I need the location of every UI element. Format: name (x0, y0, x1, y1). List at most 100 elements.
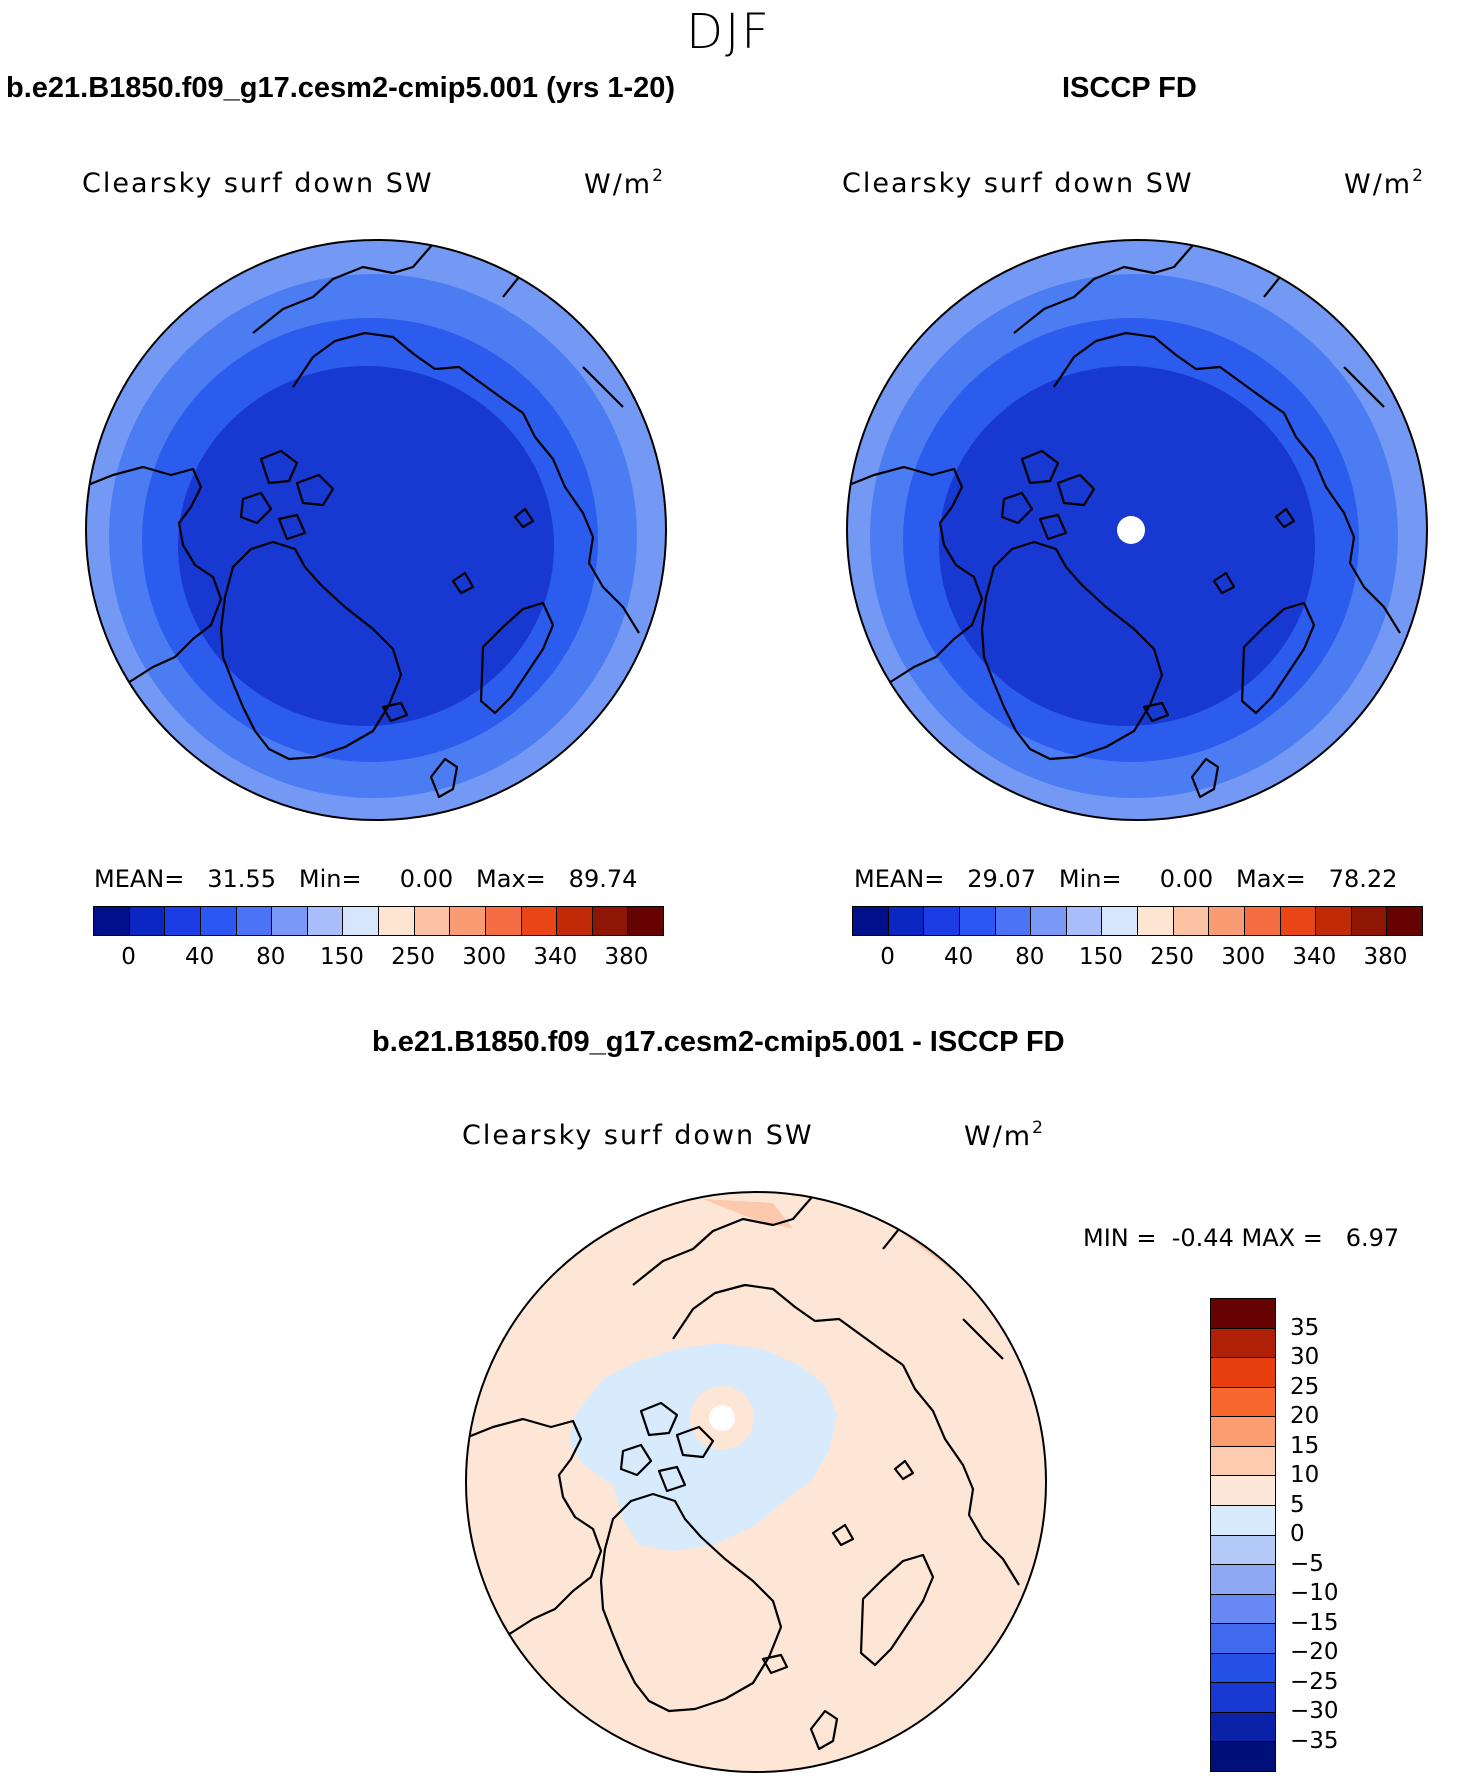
colorbar-tick-label: 20 (1290, 1403, 1320, 1429)
colorbar-swatch (1211, 1417, 1275, 1447)
diff-colorbar-ticks: 35 30 25 20 15 10 5 0 −5 −10 −15 −20 −25 −30 −35 (1290, 1298, 1370, 1770)
colorbar-swatch (1280, 907, 1317, 935)
panel2-max-label: Max= (1236, 865, 1306, 893)
panel1-coastline (277, 513, 307, 541)
panel2-coastline (1013, 240, 1201, 334)
colorbar-swatch (94, 907, 130, 935)
colorbar-swatch (1211, 1535, 1275, 1566)
panel2-coastline (847, 465, 984, 708)
colorbar-swatch (485, 907, 522, 935)
colorbar-swatch (1211, 1358, 1275, 1388)
diff-coastline (619, 1443, 653, 1477)
diff-field (466, 1192, 1046, 1772)
colorbar-tick-label: 15 (1290, 1432, 1320, 1459)
panel1-stats: MEAN= 31.55 Min= 0.00 Max= 89.74 (94, 865, 637, 893)
colorbar-swatch (307, 907, 344, 935)
colorbar-swatch (343, 907, 379, 935)
diff-coastline (466, 1417, 603, 1660)
panel2-min-value: 0.00 (1159, 865, 1214, 893)
panel1-map-border (85, 239, 667, 821)
colorbar-tick-label: 250 (1150, 944, 1195, 970)
colorbar-tick-label: 25 (1290, 1373, 1320, 1400)
colorbar-swatch (1211, 1683, 1275, 1713)
panel1-min-label: Min= (298, 865, 362, 893)
colorbar-tick-label: 0 (1290, 1521, 1305, 1547)
diff-min-value: -0.44 (1171, 1224, 1234, 1252)
diff-coastlines (466, 1192, 1020, 1751)
panel1-coastline (381, 701, 409, 723)
panel2-coastline (1190, 757, 1220, 799)
diff-missing-pole (709, 1405, 735, 1431)
diff-coastline (639, 1401, 679, 1437)
panel1-coastline (292, 331, 524, 414)
colorbar-swatch (888, 907, 925, 935)
panel2-missing-pole (1117, 516, 1145, 544)
colorbar-tick-label: 340 (1292, 944, 1337, 970)
diff-coastline (599, 1492, 783, 1713)
panel2-coastline (1274, 507, 1296, 529)
diff-coastline (761, 1653, 789, 1675)
panel1-mean-label: MEAN= (94, 865, 185, 893)
panel2-mean-label: MEAN= (854, 865, 945, 893)
panel2-mean-value: 29.07 (967, 865, 1036, 893)
colorbar-swatch (592, 907, 629, 935)
colorbar-tick-label: 340 (533, 944, 578, 970)
colorbar-swatch (1211, 1299, 1275, 1329)
colorbar-swatch (1211, 1565, 1275, 1595)
panel2-case-title: ISCCP FD (1062, 72, 1197, 104)
colorbar-tick-label: −35 (1290, 1727, 1339, 1754)
panel1-polar-map (85, 239, 667, 821)
colorbar-swatch (1316, 907, 1352, 935)
diff-max-value: 6.97 (1345, 1224, 1400, 1252)
colorbar-swatch (1209, 907, 1245, 935)
diff-band-5-10-patch (703, 1199, 793, 1229)
colorbar-swatch (414, 907, 451, 935)
panel2-polar-map (846, 239, 1428, 821)
colorbar-tick-label: 35 (1290, 1314, 1320, 1341)
colorbar-swatch (1211, 1387, 1275, 1418)
colorbar-swatch (1173, 907, 1210, 935)
colorbar-swatch (1211, 1712, 1275, 1743)
colorbar-tick-label: −30 (1290, 1698, 1339, 1724)
diff-coastline (831, 1523, 855, 1547)
colorbar-swatch (236, 907, 273, 935)
panel1-colorbar (93, 906, 664, 936)
colorbar-tick-label: −10 (1290, 1580, 1339, 1606)
panel1-max-value: 89.74 (568, 865, 638, 893)
panel1-coastline (513, 507, 535, 529)
colorbar-tick-label: 380 (604, 944, 649, 970)
colorbar-tick-label: 40 (185, 944, 215, 970)
panel1-units: W/m2 (584, 166, 665, 200)
diff-coastline (672, 1283, 904, 1366)
colorbar-tick-label: 250 (391, 944, 436, 970)
diff-coastline (962, 1318, 1004, 1360)
colorbar-swatch (272, 907, 308, 935)
diff-coastline (675, 1425, 715, 1459)
colorbar-swatch (1211, 1653, 1275, 1684)
diff-coastline (902, 1364, 1020, 1586)
colorbar-tick-label: 380 (1363, 944, 1408, 970)
colorbar-swatch (1211, 1476, 1275, 1506)
panel1-coastline (239, 491, 273, 525)
panel1-max-label: Max= (476, 865, 546, 893)
colorbar-tick-label: 5 (1290, 1491, 1305, 1518)
panel1-coastline (582, 366, 624, 408)
panel1-variable-title: Clearsky surf down SW (82, 168, 434, 199)
colorbar-swatch (1211, 1328, 1275, 1359)
panel1-coastline (479, 601, 555, 715)
panel2-contour-band-20 (939, 366, 1315, 726)
colorbar-swatch (959, 907, 996, 935)
colorbar-tick-label: 0 (880, 944, 895, 970)
colorbar-tick-label: −20 (1290, 1639, 1339, 1665)
diff-polar-map (465, 1191, 1047, 1773)
colorbar-tick-label: 80 (1015, 944, 1045, 970)
colorbar-tick-label: 300 (1221, 944, 1266, 970)
panel2-coastline (980, 540, 1164, 761)
colorbar-swatch (1066, 907, 1103, 935)
diff-stats: MIN = -0.44 MAX = 6.97 (1083, 1224, 1399, 1252)
panel1-coastline (295, 473, 335, 507)
panel2-coastline (1020, 449, 1060, 485)
colorbar-swatch (853, 907, 889, 935)
panel1-coastline (522, 412, 640, 634)
diff-min-label: MIN = (1083, 1224, 1157, 1252)
